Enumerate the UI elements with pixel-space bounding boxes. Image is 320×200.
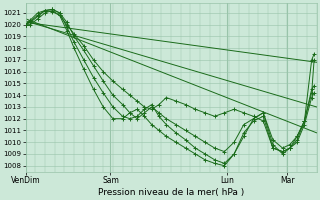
X-axis label: Pression niveau de la mer( hPa ): Pression niveau de la mer( hPa ) (98, 188, 244, 197)
